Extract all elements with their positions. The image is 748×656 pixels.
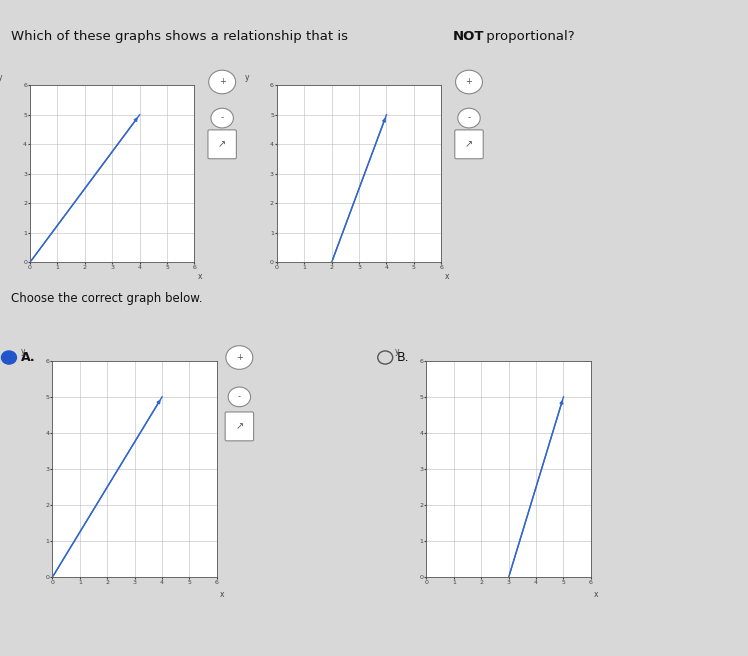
Text: ↗: ↗ xyxy=(236,421,243,432)
Text: x: x xyxy=(197,272,202,281)
Text: Choose the correct graph below.: Choose the correct graph below. xyxy=(11,292,203,305)
Text: x: x xyxy=(444,272,449,281)
Text: A.: A. xyxy=(21,351,36,364)
Text: y: y xyxy=(20,348,25,356)
Text: +: + xyxy=(236,353,243,362)
Text: B.: B. xyxy=(397,351,410,364)
Text: y: y xyxy=(394,348,399,356)
Text: +: + xyxy=(218,77,226,87)
Text: x: x xyxy=(220,590,224,599)
Text: -: - xyxy=(221,113,224,123)
Text: y: y xyxy=(0,73,2,82)
Text: -: - xyxy=(468,113,470,123)
Text: ↗: ↗ xyxy=(218,139,226,150)
Text: +: + xyxy=(465,77,473,87)
Text: Which of these graphs shows a relationship that is: Which of these graphs shows a relationsh… xyxy=(11,30,352,43)
Text: x: x xyxy=(594,590,598,599)
Text: proportional?: proportional? xyxy=(482,30,575,43)
Text: NOT: NOT xyxy=(453,30,484,43)
Text: y: y xyxy=(245,73,249,82)
Text: ↗: ↗ xyxy=(465,139,473,150)
Text: -: - xyxy=(238,392,241,401)
